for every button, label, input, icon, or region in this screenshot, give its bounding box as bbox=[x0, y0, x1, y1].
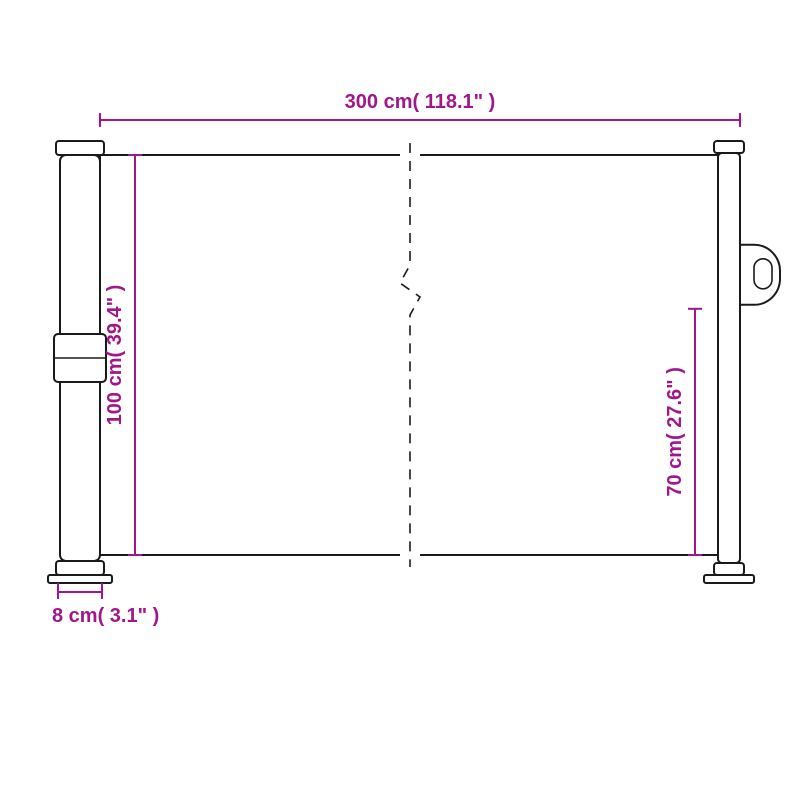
post-bottom-cap bbox=[714, 563, 744, 575]
pull-post bbox=[718, 153, 740, 563]
dimension-diagram: 300 cm( 118.1" ) 100 cm( 39.4" ) 70 cm( 27… bbox=[0, 0, 800, 800]
housing-foot bbox=[48, 575, 112, 583]
dim-width-label: 300 cm( 118.1" ) bbox=[345, 91, 496, 113]
post-foot bbox=[704, 575, 754, 583]
dim-height-left-label: 100 cm( 39.4" ) bbox=[104, 285, 126, 426]
screen-left bbox=[100, 155, 404, 555]
post-top-cap bbox=[714, 141, 744, 153]
dim-height-right-label: 70 cm( 27.6" ) bbox=[664, 367, 686, 497]
dim-depth-label: 8 cm( 3.1" ) bbox=[52, 605, 159, 627]
housing-top-cap bbox=[56, 141, 104, 155]
handle-slot bbox=[754, 259, 772, 289]
housing-bottom-cap bbox=[56, 561, 104, 575]
